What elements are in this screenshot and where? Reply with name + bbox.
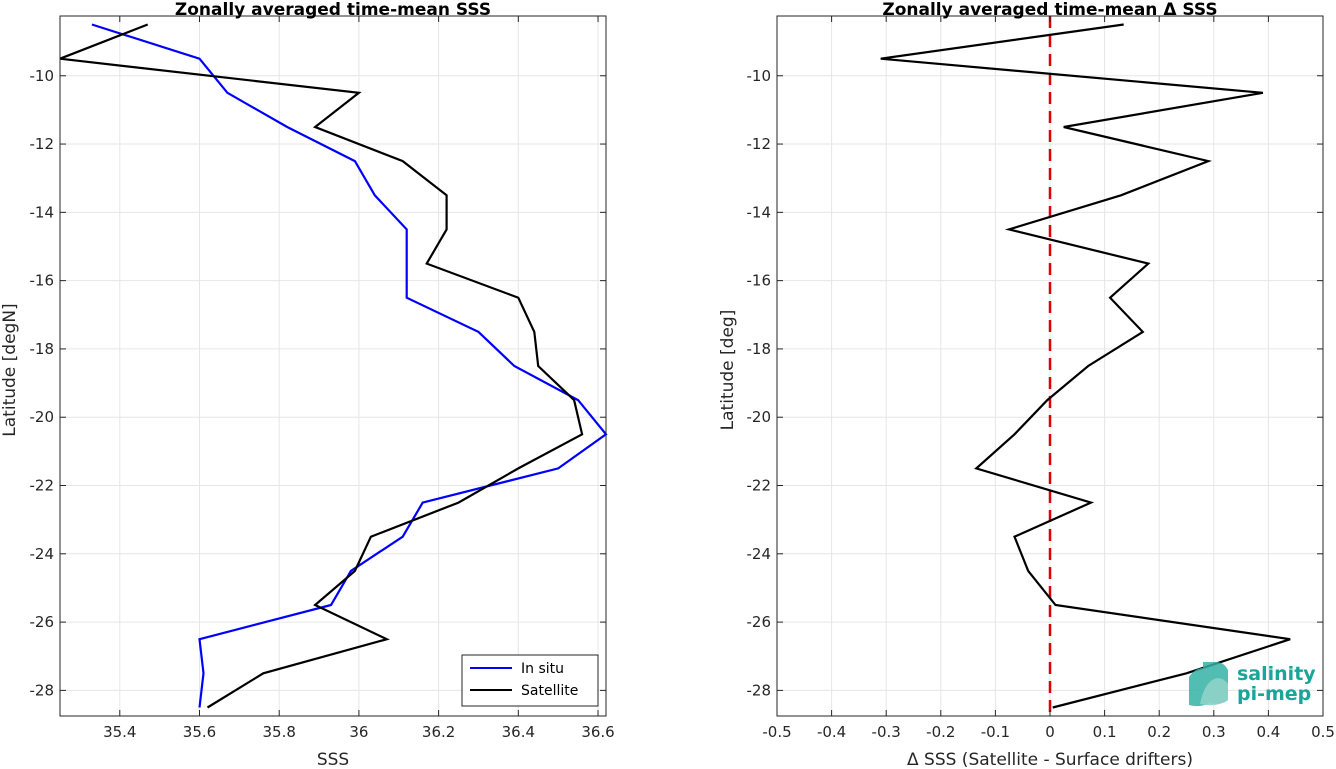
x-tick-label: 0.4	[1256, 723, 1280, 741]
left-chart-title: Zonally averaged time-mean SSS	[175, 0, 491, 20]
y-tick-label: -22	[747, 477, 772, 495]
x-tick-label: -0.3	[872, 723, 901, 741]
series-line-in-situ	[91, 23, 608, 708]
legend-box	[461, 654, 599, 707]
x-tick-label: 35.4	[103, 723, 136, 741]
left-legend: In situ Satellite	[461, 654, 599, 707]
left-x-axis-label: SSS	[317, 750, 349, 769]
y-tick-label: -26	[747, 613, 772, 631]
y-tick-label: -24	[747, 545, 772, 563]
series-line-delta-sss	[880, 23, 1291, 709]
x-tick-label: 35.8	[262, 723, 295, 741]
right-x-axis-label: Δ SSS (Satellite - Surface drifters)	[907, 750, 1193, 769]
series-line-satellite	[59, 23, 584, 709]
left-ticks: 35.4 35.6 35.8 36 36.2 36.4 36.6 -10 -12 -14 -16 -1…	[30, 16, 615, 741]
right-y-axis-label: Latitude [deg]	[718, 310, 738, 431]
y-tick-label: -10	[30, 67, 55, 85]
legend-label-in-situ: In situ	[521, 661, 564, 677]
y-tick-label: -18	[30, 340, 55, 358]
right-chart-title: Zonally averaged time-mean Δ SSS	[882, 0, 1217, 20]
right-panel-delta-sss: -0.5 -0.4 -0.3 -0.2 -0.1 0 0.1 0.2 0.3 0.4 0.5 -10 -…	[718, 0, 1335, 769]
y-tick-label: -24	[30, 545, 55, 563]
x-tick-label: 36.6	[581, 723, 614, 741]
x-tick-label: 36.2	[422, 723, 455, 741]
x-tick-label: 36.4	[502, 723, 535, 741]
y-tick-label: -26	[30, 613, 55, 631]
left-grid	[60, 16, 606, 716]
left-axes-frame	[59, 15, 607, 717]
logo-wave-shade	[1200, 678, 1228, 706]
y-tick-label: -28	[747, 681, 772, 699]
left-y-axis-label: Latitude [degN]	[0, 303, 20, 436]
y-tick-label: -28	[30, 681, 55, 699]
y-tick-label: -16	[747, 272, 772, 290]
right-series	[880, 23, 1291, 709]
y-tick-label: -14	[30, 203, 55, 221]
left-series	[59, 23, 608, 709]
x-tick-label: 0.1	[1093, 723, 1117, 741]
y-tick-label: -20	[747, 408, 772, 426]
x-tick-label: 36	[349, 723, 368, 741]
x-tick-label: -0.2	[926, 723, 955, 741]
legend-label-satellite: Satellite	[521, 683, 578, 699]
y-tick-label: -10	[747, 67, 772, 85]
y-tick-label: -22	[30, 477, 55, 495]
x-tick-label: 0.5	[1311, 723, 1335, 741]
x-tick-label: -0.4	[817, 723, 846, 741]
y-tick-label: -18	[747, 340, 772, 358]
logo-text-salinity: salinity	[1237, 663, 1316, 685]
x-tick-label: 35.6	[183, 723, 216, 741]
y-tick-label: -20	[30, 408, 55, 426]
x-tick-label: 0	[1045, 723, 1055, 741]
y-tick-label: -14	[747, 203, 772, 221]
y-tick-label: -16	[30, 272, 55, 290]
x-tick-label: -0.5	[762, 723, 791, 741]
y-tick-label: -12	[30, 135, 55, 153]
x-tick-label: 0.3	[1202, 723, 1226, 741]
y-tick-label: -12	[747, 135, 772, 153]
logo-text-pi-mep: pi-mep	[1237, 683, 1311, 705]
right-ticks: -0.5 -0.4 -0.3 -0.2 -0.1 0 0.1 0.2 0.3 0.4 0.5 -10 -…	[747, 16, 1335, 741]
x-tick-label: -0.1	[981, 723, 1010, 741]
left-panel-sss: 35.4 35.6 35.8 36 36.2 36.4 36.6 -10 -12 -14 -16 -1…	[0, 0, 615, 769]
x-tick-label: 0.2	[1147, 723, 1171, 741]
salinity-pi-mep-logo: salinity pi-mep	[1189, 662, 1316, 707]
